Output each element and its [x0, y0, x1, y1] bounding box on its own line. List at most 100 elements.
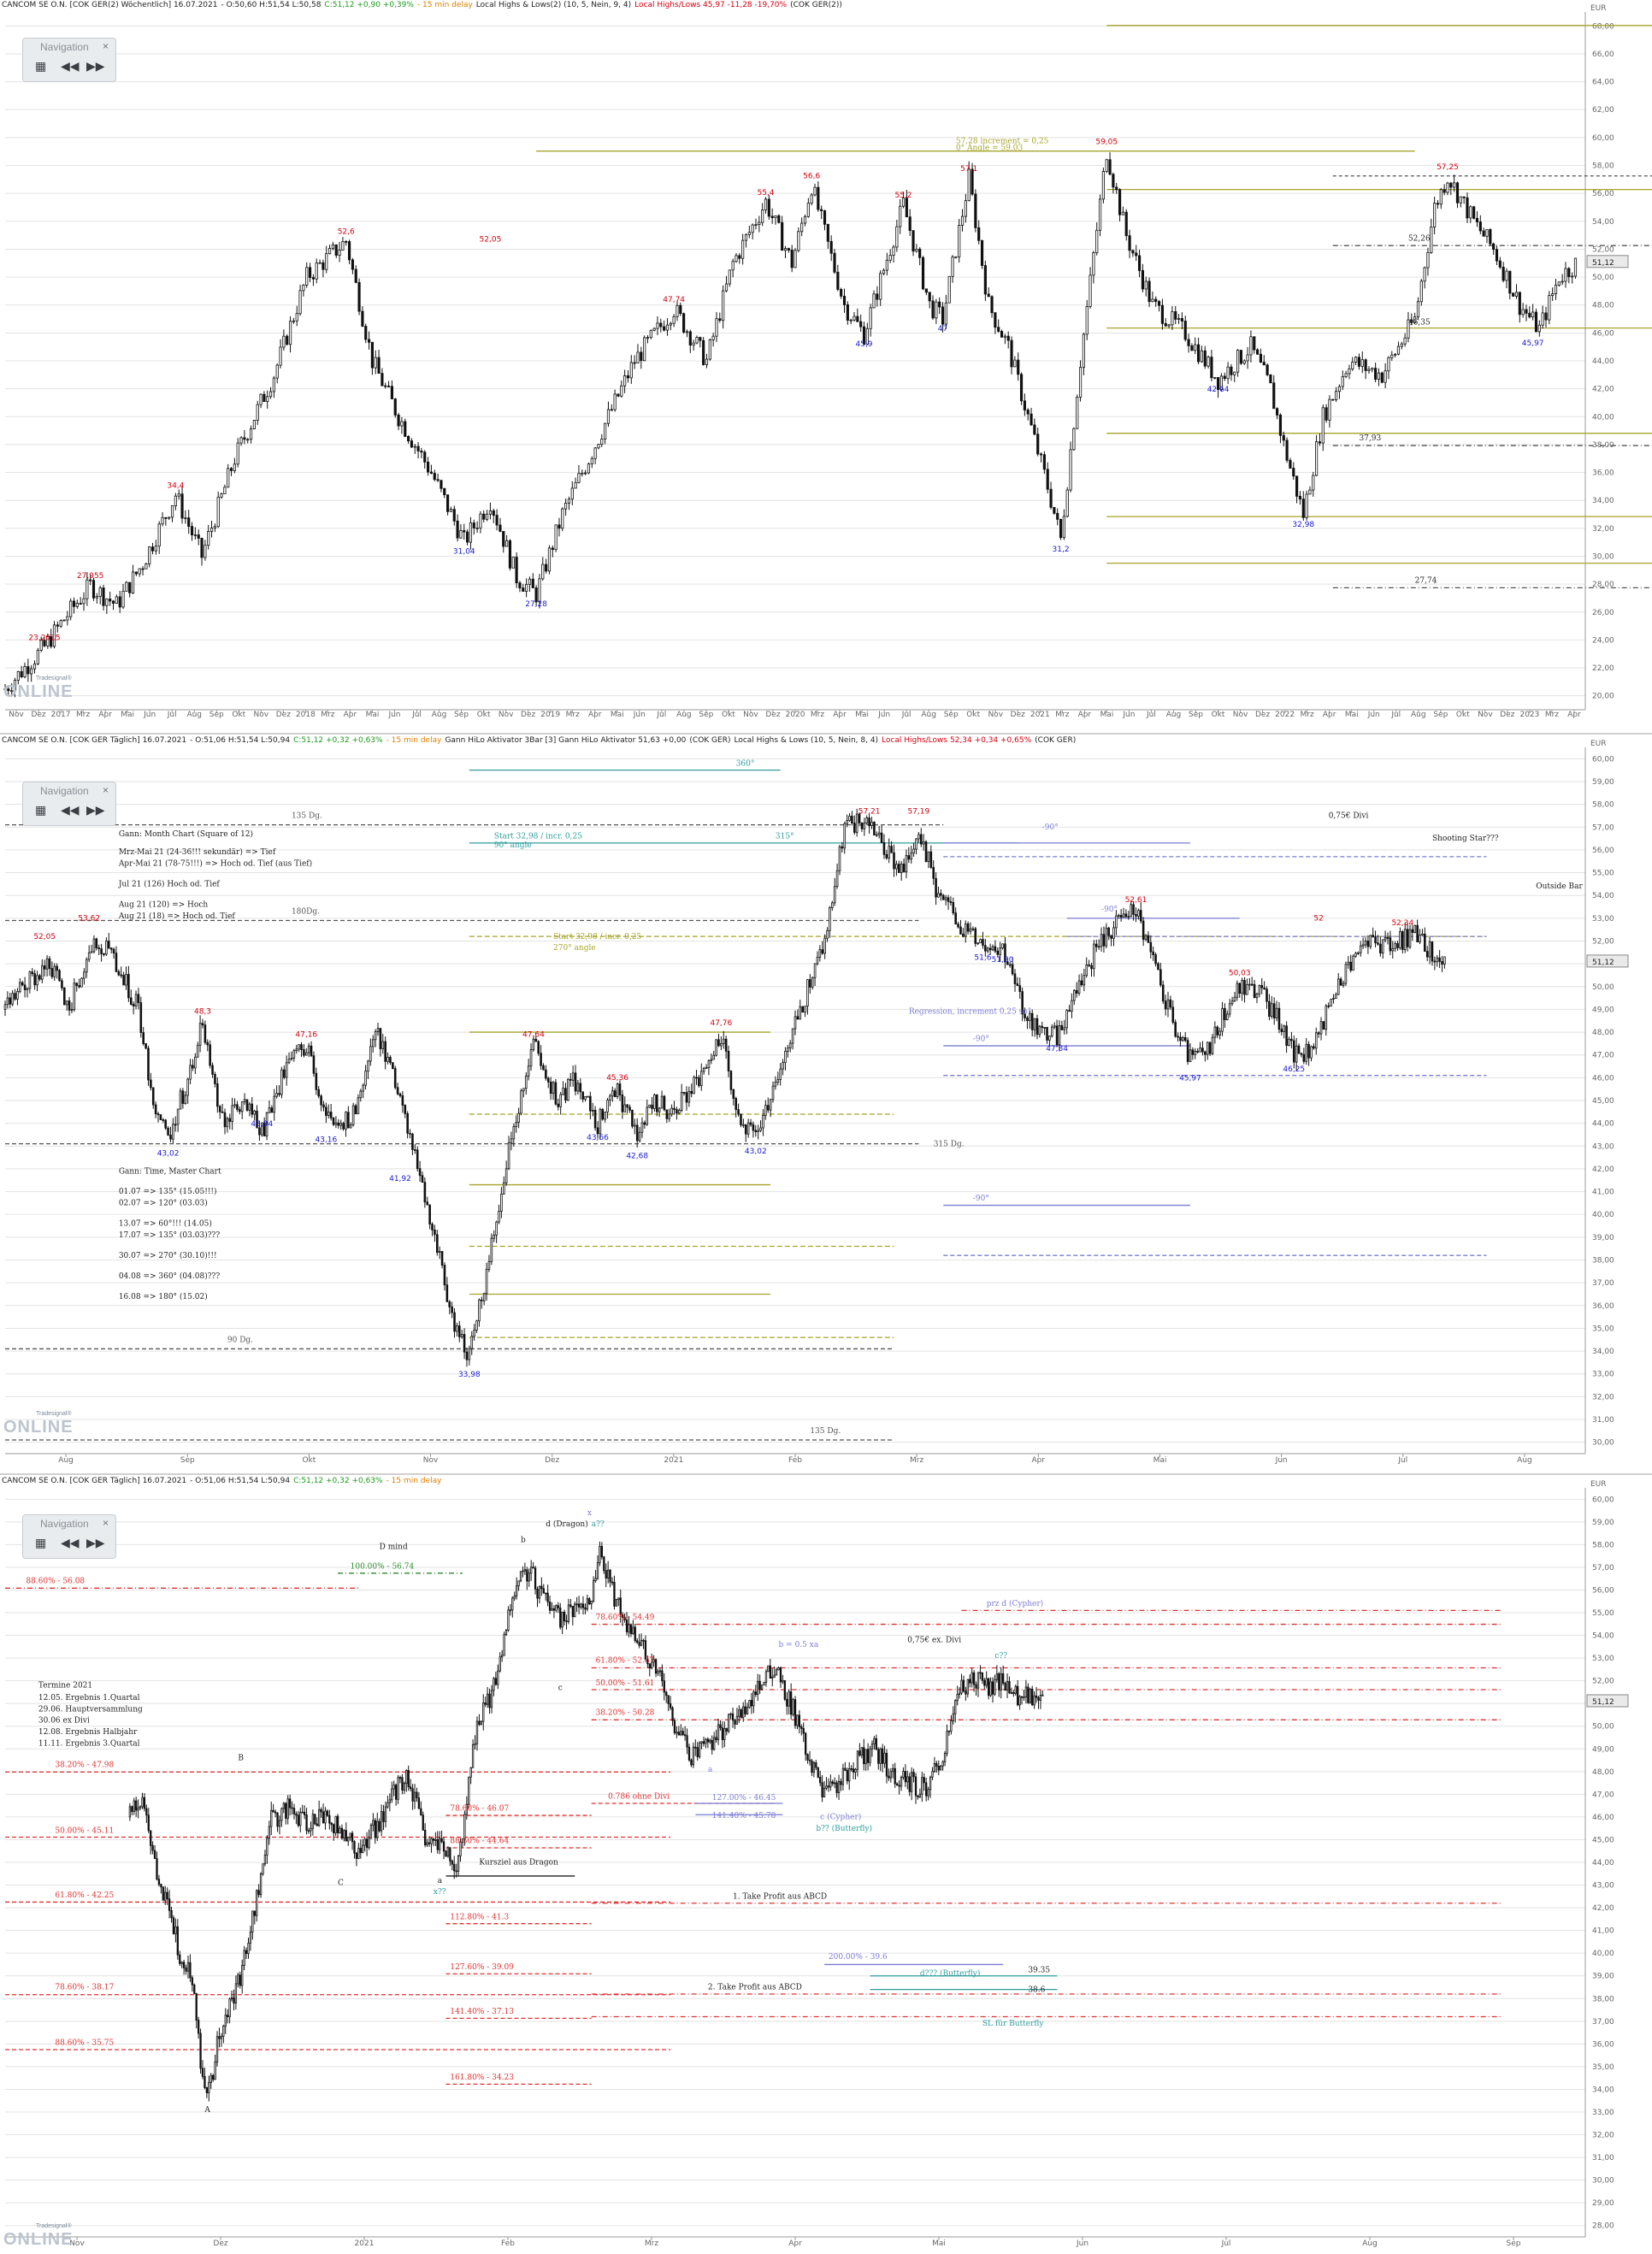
navigation-widget[interactable]: Navigation × ▦ ◀◀ ▶▶ — [22, 38, 116, 82]
candle — [596, 1562, 599, 1579]
candle — [285, 1803, 287, 1819]
candle — [176, 1926, 179, 1956]
candle — [888, 255, 892, 261]
candle — [658, 1670, 662, 1673]
x-tick-label: Apr — [833, 711, 847, 719]
candle — [1436, 957, 1439, 963]
candle — [851, 816, 853, 823]
candle — [958, 225, 961, 257]
candle — [829, 906, 831, 931]
candle — [848, 816, 851, 821]
candle — [1124, 913, 1128, 918]
candle — [927, 851, 930, 862]
candle — [788, 1042, 792, 1048]
candle — [640, 1122, 644, 1133]
candle — [138, 568, 141, 575]
candle — [693, 1077, 695, 1095]
candle — [396, 1087, 399, 1095]
candle — [1159, 969, 1162, 986]
grid-icon[interactable]: ▦ — [35, 1536, 47, 1549]
candle — [455, 1870, 457, 1873]
scroll-forward-button[interactable]: ▶▶ — [86, 803, 105, 817]
candle — [863, 1747, 865, 1765]
candle — [1349, 961, 1352, 971]
candle — [482, 513, 486, 520]
extreme-label: 52,6 — [338, 228, 355, 237]
candle — [611, 1581, 614, 1584]
panel-divider[interactable] — [0, 1473, 1652, 1475]
candle — [1132, 904, 1135, 915]
annotation-text: 29.06. Hauptversammlung — [38, 1705, 143, 1714]
candle — [1319, 1021, 1323, 1035]
annotation-text: 360° — [736, 759, 755, 768]
candle — [915, 838, 917, 850]
candle — [663, 1095, 666, 1111]
candle — [414, 1149, 416, 1151]
candle — [591, 1109, 594, 1112]
candle — [322, 1811, 325, 1824]
candle — [1308, 489, 1312, 495]
annotation-text: 38.6 — [1028, 1986, 1045, 1994]
candle — [494, 1678, 498, 1685]
navigation-widget[interactable]: Navigation × ▦ ◀◀ ▶▶ — [22, 782, 116, 826]
x-tick-label: Mrz — [1545, 711, 1559, 719]
scroll-back-button[interactable]: ◀◀ — [61, 59, 80, 73]
annotation-text: a?? — [592, 1520, 605, 1529]
candle — [50, 968, 54, 977]
candle — [1013, 359, 1017, 368]
candle — [359, 1090, 363, 1099]
header-text: C:51,12 +0,32 +0,63% — [293, 736, 383, 745]
grid-icon[interactable]: ▦ — [35, 59, 47, 73]
candle — [386, 1802, 389, 1808]
candle — [337, 1122, 340, 1126]
close-icon[interactable]: × — [102, 784, 109, 796]
candle — [406, 435, 410, 441]
y-tick-label: 45,00 — [1592, 1836, 1614, 1844]
candle — [372, 1820, 375, 1826]
annotation-text: 100.00% - 56.74 — [351, 1563, 415, 1572]
scroll-forward-button[interactable]: ▶▶ — [86, 1536, 105, 1549]
candle — [428, 1842, 431, 1844]
grid-icon[interactable]: ▦ — [35, 803, 47, 817]
candle — [39, 640, 43, 651]
x-tick-label: 2018 — [296, 711, 316, 719]
candle — [1360, 359, 1364, 367]
candle — [278, 1820, 281, 1827]
scroll-back-button[interactable]: ◀◀ — [61, 803, 80, 817]
annotation-text: 135 Dg. — [292, 812, 322, 821]
candle — [838, 846, 841, 871]
scroll-back-button[interactable]: ◀◀ — [61, 1536, 80, 1549]
candle — [1139, 910, 1142, 922]
candle — [964, 923, 967, 937]
candle — [38, 975, 41, 980]
close-icon[interactable]: × — [102, 40, 109, 52]
panel-divider[interactable] — [0, 733, 1652, 735]
candle — [538, 578, 541, 603]
candle — [364, 1071, 367, 1086]
candle — [295, 1813, 298, 1816]
candle — [817, 186, 820, 210]
candle — [45, 958, 49, 970]
candle — [954, 1700, 957, 1714]
scroll-forward-button[interactable]: ▶▶ — [86, 59, 105, 73]
candle — [199, 2033, 202, 2069]
candle — [245, 1099, 249, 1111]
candle — [527, 1065, 530, 1077]
header-text: CANCOM SE O.N. [COK GER Täglich] 16.07.2… — [2, 1477, 187, 1485]
candle — [848, 1768, 851, 1782]
candle — [706, 1738, 710, 1743]
candle — [1093, 943, 1095, 970]
close-icon[interactable]: × — [102, 1517, 109, 1529]
candle — [354, 1105, 357, 1114]
candle — [11, 993, 14, 1005]
candle — [885, 853, 888, 859]
candle — [567, 499, 571, 504]
x-tick-label: Mai — [1345, 711, 1359, 719]
candle — [695, 337, 699, 344]
y-tick-label: 32,00 — [1592, 525, 1614, 534]
navigation-widget[interactable]: Navigation × ▦ ◀◀ ▶▶ — [22, 1514, 116, 1559]
candle — [557, 1103, 560, 1107]
candle — [875, 1738, 877, 1750]
annotation-text: 88.60% - 56.08 — [26, 1577, 85, 1585]
candle — [690, 1759, 693, 1766]
